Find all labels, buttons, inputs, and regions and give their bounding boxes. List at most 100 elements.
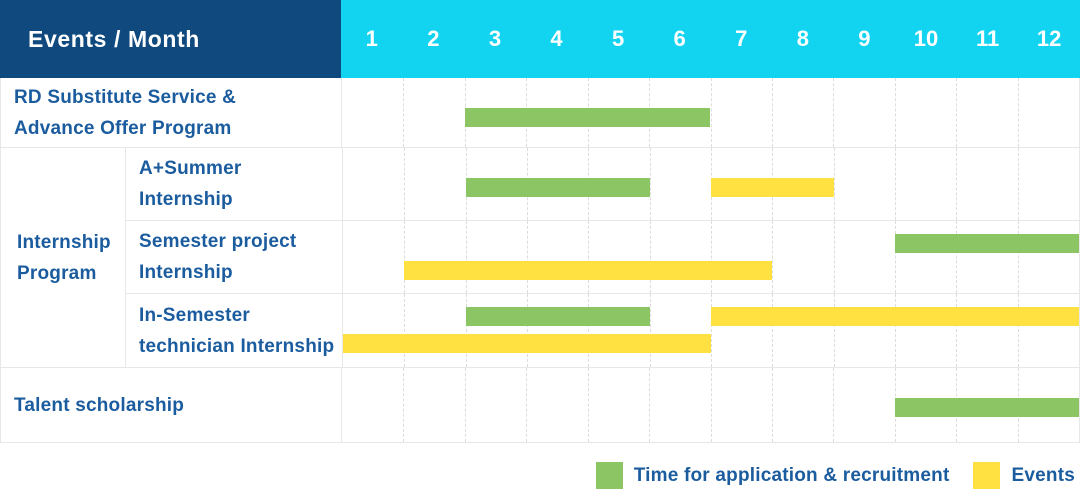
month-gridline (1017, 148, 1019, 220)
month-gridline (649, 148, 651, 220)
month-gridline (710, 368, 712, 442)
chart-row-cell (342, 221, 1079, 293)
month-header-12: 12 (1036, 26, 1062, 51)
row-in-semester-technician: In-Semester technician Internship (125, 294, 1079, 367)
month-gridline (587, 368, 589, 442)
month-gridline (894, 78, 896, 147)
month-gridline (404, 221, 406, 293)
row-label-a-plus-summer: A+Summer Internship (125, 148, 342, 220)
month-gridline (711, 294, 712, 367)
month-gridline (527, 221, 528, 293)
month-header-2: 2 (427, 26, 440, 51)
row-label-semester-project: Semester project Internship (125, 221, 342, 293)
month-gridline (465, 294, 467, 367)
events-bar (711, 178, 834, 197)
month-header-6: 6 (673, 26, 686, 51)
month-header-3: 3 (488, 26, 502, 51)
application-swatch-icon (595, 462, 623, 489)
month-gridline (895, 148, 896, 220)
month-gridline (588, 221, 590, 293)
month-gridline (526, 368, 528, 442)
month-gridline (403, 368, 405, 442)
row-label-line: Semester project (139, 231, 297, 252)
month-gridline (527, 294, 528, 367)
row-label-line: Internship (139, 262, 233, 283)
legend-label-application: Time for application & recruitment (633, 464, 950, 486)
month-gridline (1017, 78, 1019, 147)
month-gridline (833, 148, 835, 220)
month-gridline (711, 221, 712, 293)
month-header-5: 5 (611, 26, 625, 51)
group-label-internship-program: Internship Program (1, 148, 125, 367)
events-bar (711, 307, 1079, 326)
month-gridline (833, 294, 835, 367)
chart-row-cell (341, 78, 1079, 147)
month-gridline (956, 294, 958, 367)
header-row: Events / Month 1 2 3 4 5 6 7 8 9 10 11 12 (0, 0, 1080, 78)
month-gridline (956, 148, 958, 220)
month-gridline (833, 221, 835, 293)
month-gridline (956, 221, 958, 293)
month-gridline (464, 368, 466, 442)
events-swatch-icon (973, 462, 1001, 489)
events-month-header-cell: Events / Month (0, 0, 341, 78)
legend-item-events: Events (973, 462, 1075, 489)
events-bar (404, 261, 773, 280)
month-gridline (895, 294, 896, 367)
month-gridline (649, 368, 651, 442)
month-gridline (649, 294, 651, 367)
month-header-9: 9 (858, 26, 871, 51)
legend-item-application: Time for application & recruitment (595, 462, 950, 489)
gantt-body: RD Substitute Service & Advance Offer Pro… (0, 78, 1080, 443)
row-label-line: In-Semester (139, 304, 250, 326)
month-gridline (404, 148, 406, 220)
month-gridline (1017, 294, 1019, 367)
gantt-chart: Events / Month 1 2 3 4 5 6 7 8 9 10 11 12 RD Substi… (0, 0, 1080, 443)
legend-label-events: Events (1011, 464, 1075, 486)
month-gridline (649, 221, 651, 293)
month-header-7: 7 (735, 26, 748, 51)
chart-row-cell (341, 368, 1079, 442)
month-gridline (956, 78, 958, 147)
row-label-line: A+Summer (139, 158, 242, 179)
row-a-plus-summer: A+Summer Internship (125, 148, 1079, 221)
month-gridline (404, 294, 406, 367)
row-label-line: technician Internship (139, 335, 335, 357)
application-bar (894, 398, 1079, 417)
page-title: Events / Month (28, 25, 200, 52)
row-label-in-semester-technician: In-Semester technician Internship (125, 294, 342, 367)
month-gridline (772, 294, 774, 367)
application-bar (465, 307, 650, 326)
month-gridline (833, 368, 835, 442)
row-talent-scholarship: Talent scholarship (1, 368, 1079, 442)
month-gridline (465, 221, 467, 293)
row-label-rd-substitute: RD Substitute Service & Advance Offer Pro… (1, 78, 341, 147)
month-gridline (710, 78, 712, 147)
row-label-line: Internship (17, 231, 111, 253)
events-bar (343, 334, 711, 353)
month-header-11: 11 (975, 26, 1000, 51)
month-gridline (771, 78, 773, 147)
month-gridline (588, 294, 590, 367)
month-gridline (833, 78, 835, 147)
row-label-line: RD Substitute Service & (14, 86, 237, 108)
month-gridline (1017, 221, 1019, 293)
month-gridline (895, 221, 896, 293)
month-gridline (771, 368, 773, 442)
row-label-talent-scholarship: Talent scholarship (1, 368, 341, 442)
legend: Time for application & recruitment Events (0, 462, 1080, 489)
application-bar (464, 108, 711, 127)
chart-row-cell (342, 294, 1079, 367)
subrows-internship-program: A+Summer Internship Semester project Intern… (125, 148, 1079, 367)
month-header-8: 8 (796, 26, 809, 51)
row-label-line: Talent scholarship (14, 394, 185, 416)
row-rd-substitute: RD Substitute Service & Advance Offer Pro… (1, 78, 1079, 148)
row-label-line: Program (17, 262, 97, 284)
month-header-row: 1 2 3 4 5 6 7 8 9 10 11 12 (341, 0, 1080, 78)
row-label-line: Internship (139, 189, 233, 210)
chart-row-cell (342, 148, 1079, 220)
application-bar (895, 234, 1079, 253)
row-semester-project: Semester project Internship (125, 221, 1079, 294)
row-group-internship-program: Internship Program A+Summer Internship Semes… (1, 148, 1079, 368)
month-gridline (772, 221, 774, 293)
